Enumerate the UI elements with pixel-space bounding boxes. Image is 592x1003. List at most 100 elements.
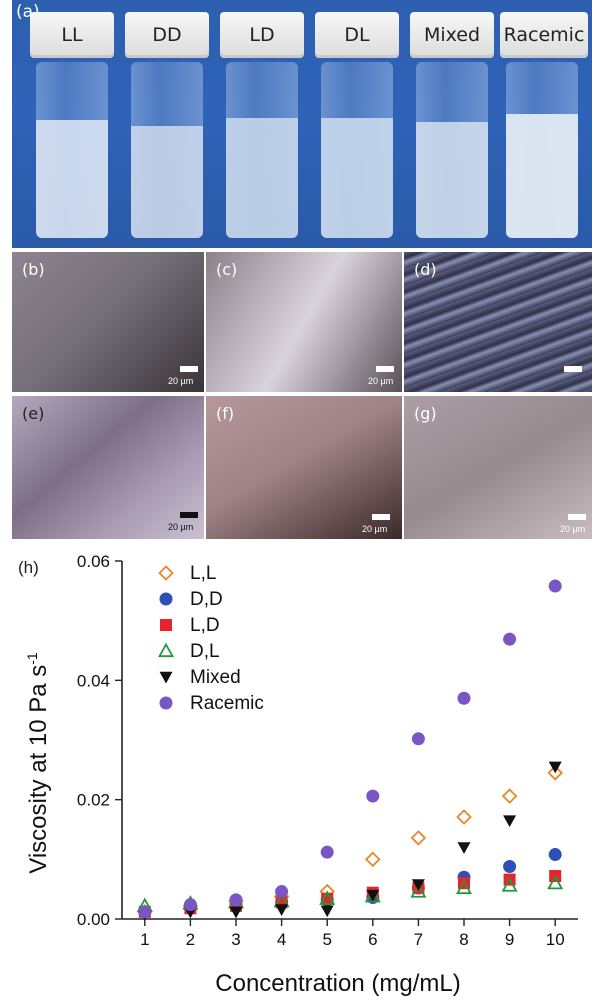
scale-bar [180, 366, 198, 372]
scale-bar [372, 514, 390, 520]
panel-label-f: (f) [216, 404, 235, 423]
data-point [455, 879, 473, 895]
vial-mixed: Mixed [410, 12, 494, 240]
micrograph-g: (g) 20 µm [404, 396, 592, 539]
vial-cap-label: Mixed [410, 12, 494, 58]
data-point [138, 905, 152, 919]
x-tick-label: 3 [231, 930, 240, 949]
legend-marker [159, 671, 173, 684]
data-point [365, 851, 381, 868]
data-point [321, 892, 334, 905]
vial-liquid [131, 126, 203, 238]
legend-label: Mixed [190, 667, 241, 688]
x-tick-label: 1 [140, 930, 149, 949]
x-tick-label: 10 [546, 930, 565, 949]
x-tick-label: 8 [459, 930, 468, 949]
legend-label: D,L [190, 641, 220, 662]
vial-cap-label: LD [220, 12, 304, 58]
data-point [547, 765, 563, 781]
panel-label-b: (b) [22, 260, 45, 279]
legend-marker [159, 696, 173, 710]
data-point [411, 732, 425, 746]
vial-liquid [226, 118, 298, 238]
data-point [319, 890, 336, 905]
y-axis-title-text: Viscosity at 10 Pa s [25, 665, 52, 874]
viscosity-chart: (h) 0.00 0.02 0.04 0.06 1 2 3 4 5 6 7 8 9 10 L,L D,D L,… [18, 552, 578, 997]
scale-bar [564, 366, 582, 372]
x-tick-label: 5 [322, 930, 331, 949]
vial-ld: LD [220, 12, 304, 240]
legend-label: Racemic [190, 693, 264, 714]
y-tick-label: 0.00 [77, 910, 110, 929]
x-tick-label: 7 [414, 930, 423, 949]
vial-cap-label: Racemic [500, 12, 588, 58]
vial-cap-label: LL [30, 12, 114, 58]
y-tick-label: 0.02 [77, 791, 110, 810]
panel-label-h: (h) [18, 558, 39, 577]
vial-liquid [321, 118, 393, 238]
vial-liquid [416, 122, 488, 238]
legend-label: L,L [190, 563, 216, 584]
panel-label-c: (c) [216, 260, 238, 279]
panel-label-d: (d) [414, 260, 437, 279]
x-tick-label: 2 [186, 930, 195, 949]
y-tick-label: 0.06 [77, 552, 110, 571]
data-point [503, 815, 517, 828]
data-point [410, 830, 427, 846]
x-tick-label: 4 [277, 930, 286, 949]
scale-label: 20 µm [168, 376, 194, 386]
vial-racemic: Racemic [500, 12, 588, 240]
x-axis-title: Concentration (mg/mL) [215, 970, 460, 997]
scale-bar [376, 366, 394, 372]
data-point [366, 789, 380, 803]
micrograph-d: (d) [404, 252, 592, 392]
legend-marker [160, 619, 172, 631]
vial-ll: LL [30, 12, 114, 240]
legend-marker [157, 642, 175, 658]
micrograph-f: (f) 20 µm [206, 396, 402, 539]
micrograph-b: (b) 20 µm [12, 252, 204, 392]
data-point [275, 885, 289, 899]
data-point [503, 632, 517, 646]
panel-label-g: (g) [414, 404, 437, 423]
panel-label-e: (e) [22, 404, 45, 423]
legend-marker [158, 565, 174, 581]
y-axis-title: Viscosity at 10 Pa s-1 [24, 652, 52, 874]
vial-cap-label: DL [315, 12, 399, 58]
data-point [548, 848, 562, 862]
data-point [456, 809, 472, 825]
data-point [229, 906, 243, 919]
scale-bar [180, 512, 198, 518]
data-point [229, 893, 243, 907]
y-axis-title-superscript: -1 [24, 652, 40, 665]
data-point [457, 691, 471, 705]
legend-label: L,D [190, 615, 220, 636]
data-point [275, 904, 289, 916]
scale-label: 20 µm [560, 524, 586, 534]
data-point [410, 883, 427, 898]
vial-photograph: (a) LL DD LD DL Mixed Racemic [12, 0, 592, 248]
vial-liquid [506, 114, 578, 238]
scale-label: 20 µm [168, 522, 194, 532]
data-point [411, 879, 425, 891]
data-point [320, 905, 334, 918]
micrograph-e: (e) 20 µm [12, 396, 204, 539]
data-point [501, 788, 518, 804]
data-point [503, 859, 517, 873]
data-point [548, 579, 562, 593]
scale-label: 20 µm [362, 524, 388, 534]
data-point [183, 898, 197, 912]
vial-liquid [36, 120, 108, 238]
data-point [547, 874, 564, 890]
y-tick-label: 0.04 [77, 671, 110, 690]
scale-bar [568, 514, 586, 520]
x-tick-label: 9 [505, 930, 514, 949]
micrograph-c: (c) 20 µm [206, 252, 402, 392]
scale-label: 20 µm [368, 376, 394, 386]
data-point [366, 889, 380, 902]
vial-dl: DL [315, 12, 399, 240]
legend-marker [159, 592, 173, 606]
data-point [501, 877, 518, 892]
data-point [320, 845, 334, 859]
data-point [548, 761, 562, 774]
